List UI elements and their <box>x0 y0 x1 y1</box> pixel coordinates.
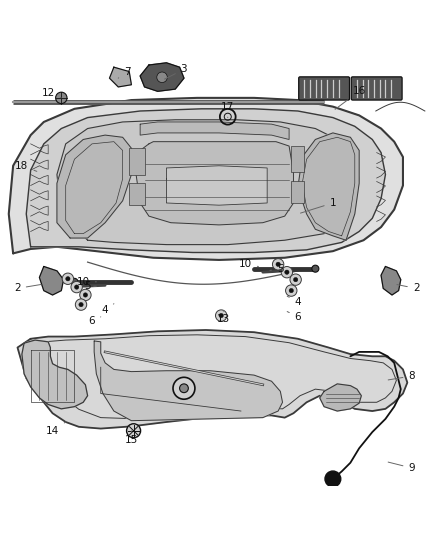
Circle shape <box>290 274 301 285</box>
Text: 15: 15 <box>125 431 138 445</box>
Text: 2: 2 <box>397 284 420 293</box>
Bar <box>129 183 145 205</box>
Bar <box>291 146 304 172</box>
Circle shape <box>79 302 83 307</box>
Bar <box>129 148 145 174</box>
Text: 17: 17 <box>221 102 234 118</box>
Polygon shape <box>18 330 407 429</box>
Text: 16: 16 <box>335 86 366 109</box>
Text: 2: 2 <box>14 284 41 293</box>
Polygon shape <box>298 133 359 240</box>
Circle shape <box>56 92 67 103</box>
Text: 13: 13 <box>217 310 230 324</box>
Circle shape <box>285 270 289 274</box>
Text: 7: 7 <box>118 67 131 78</box>
Polygon shape <box>140 122 289 140</box>
Text: 8: 8 <box>388 371 415 381</box>
Circle shape <box>215 310 227 321</box>
Circle shape <box>325 471 341 487</box>
Circle shape <box>83 293 88 297</box>
Text: 4: 4 <box>102 304 114 316</box>
Polygon shape <box>22 340 88 409</box>
Circle shape <box>71 281 82 293</box>
Circle shape <box>219 313 223 318</box>
Circle shape <box>127 424 141 438</box>
Polygon shape <box>136 142 293 225</box>
Text: 6: 6 <box>287 312 301 322</box>
Polygon shape <box>9 98 403 260</box>
Polygon shape <box>140 63 184 91</box>
Text: 4: 4 <box>287 296 301 306</box>
Polygon shape <box>57 120 359 245</box>
Circle shape <box>71 278 78 285</box>
Polygon shape <box>94 341 283 421</box>
Text: 1: 1 <box>300 198 336 213</box>
Polygon shape <box>26 109 385 253</box>
Text: 10: 10 <box>77 277 96 287</box>
Circle shape <box>180 384 188 393</box>
Circle shape <box>157 72 167 83</box>
Text: 5: 5 <box>270 264 284 273</box>
Polygon shape <box>39 266 64 295</box>
Circle shape <box>276 262 280 266</box>
FancyBboxPatch shape <box>351 77 402 100</box>
Circle shape <box>293 278 298 282</box>
Circle shape <box>272 259 284 270</box>
Circle shape <box>289 288 293 293</box>
Circle shape <box>62 273 74 285</box>
Text: 18: 18 <box>15 161 37 171</box>
Text: 12: 12 <box>42 88 61 99</box>
Text: 14: 14 <box>46 422 66 436</box>
Circle shape <box>66 277 70 281</box>
Circle shape <box>80 289 91 301</box>
Text: 6: 6 <box>88 316 101 326</box>
Polygon shape <box>166 166 267 205</box>
Text: 3: 3 <box>165 64 187 79</box>
Polygon shape <box>110 67 131 87</box>
Bar <box>291 181 304 203</box>
Text: 10: 10 <box>239 260 258 269</box>
Circle shape <box>173 377 195 399</box>
Polygon shape <box>381 266 401 295</box>
Text: 9: 9 <box>388 462 415 473</box>
Circle shape <box>281 266 293 278</box>
FancyBboxPatch shape <box>299 77 350 100</box>
Circle shape <box>74 285 79 289</box>
Text: 5: 5 <box>84 281 96 291</box>
Circle shape <box>75 299 87 310</box>
Polygon shape <box>320 384 361 411</box>
Circle shape <box>312 265 319 272</box>
Polygon shape <box>57 135 131 238</box>
Circle shape <box>286 285 297 296</box>
